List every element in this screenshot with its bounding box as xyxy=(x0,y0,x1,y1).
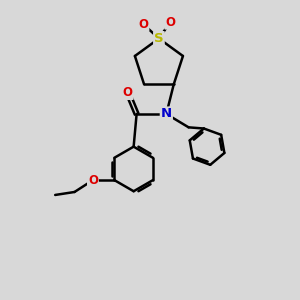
Text: N: N xyxy=(161,107,172,121)
Text: O: O xyxy=(139,18,148,31)
Text: S: S xyxy=(154,32,164,45)
Text: O: O xyxy=(123,86,133,99)
Text: O: O xyxy=(88,174,98,187)
Text: O: O xyxy=(165,16,175,29)
